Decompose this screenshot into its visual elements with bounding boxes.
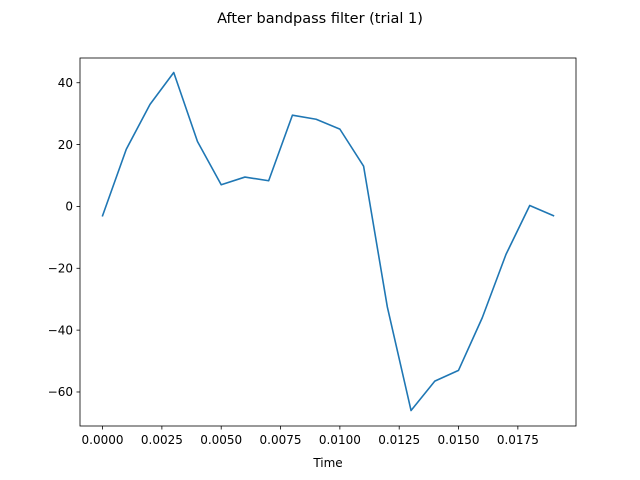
y-tick-label: 0 [65, 200, 73, 214]
series-line-1 [101, 71, 555, 412]
x-tick-label: 0.0025 [141, 433, 183, 447]
y-tick-label: −40 [48, 323, 73, 337]
x-axis: 0.0000 0.0025 0.0050 0.0075 0.0100 0.0125 0.01… [82, 426, 539, 447]
x-tick-label: 0.0150 [438, 433, 480, 447]
chart-title: After bandpass filter (trial 1) [217, 11, 423, 27]
axes-frame [79, 57, 577, 427]
y-axis: 40 20 0 −20 −40 −60 [48, 76, 80, 399]
x-tick-label: 0.0100 [319, 433, 361, 447]
plot-area [101, 71, 555, 412]
x-tick-label: 0.0050 [200, 433, 242, 447]
x-tick-label: 0.0075 [260, 433, 302, 447]
y-tick-label: 20 [58, 138, 73, 152]
y-tick-label: 40 [58, 76, 73, 90]
x-tick-label: 0.0000 [82, 433, 124, 447]
x-axis-label: Time [312, 456, 342, 470]
x-tick-label: 0.0125 [378, 433, 420, 447]
x-tick-label: 0.0175 [497, 433, 539, 447]
y-tick-label: −20 [48, 261, 73, 275]
y-tick-label: −60 [48, 385, 73, 399]
